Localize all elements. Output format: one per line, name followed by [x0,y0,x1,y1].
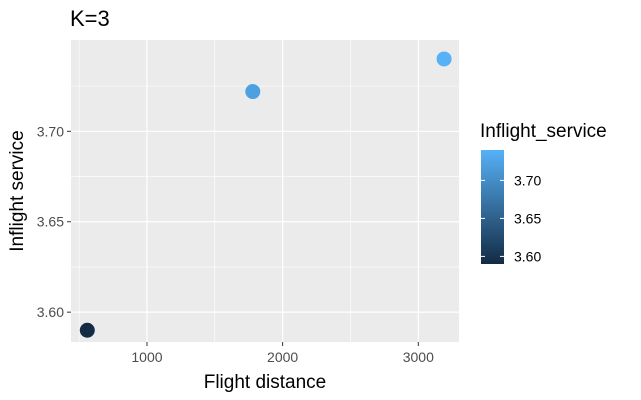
chart-title: K=3 [70,6,110,31]
y-axis: 3.60 3.65 3.70 [37,123,71,320]
color-legend: Inflight_service 3.60 3.65 3.70 [480,121,607,264]
data-points [79,51,452,338]
minor-grid [71,40,459,342]
x-tick-label: 1000 [131,349,162,365]
legend-tick-label: 3.70 [514,172,541,188]
y-axis-label: Inflight service [7,130,28,251]
colorbar [481,150,504,264]
legend-tick-label: 3.60 [514,248,541,264]
legend-tick-label: 3.65 [514,210,541,226]
data-point [79,322,95,338]
x-axis: 1000 2000 3000 [131,342,434,365]
legend-title: Inflight_service [480,121,607,142]
legend-ticks: 3.60 3.65 3.70 [481,172,541,264]
plot-panel [71,40,459,342]
y-tick-label: 3.70 [37,123,64,139]
x-axis-label: Flight distance [204,372,327,393]
x-tick-label: 3000 [403,349,434,365]
y-tick-label: 3.65 [37,214,64,230]
data-point [436,51,452,67]
major-grid [71,40,459,342]
data-point [245,84,261,100]
y-tick-label: 3.60 [37,304,64,320]
x-tick-label: 2000 [267,349,298,365]
